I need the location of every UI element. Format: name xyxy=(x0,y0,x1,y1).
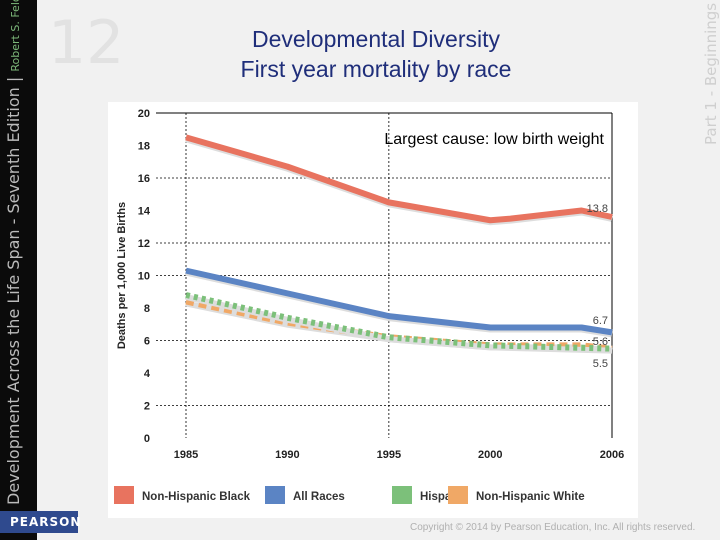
legend-label: All Races xyxy=(293,491,345,503)
chart-panel: 0 2 4 6 8 10 12 14 16 18 20 1985 1990 1995 2000 2006 Dea… xyxy=(108,102,638,518)
separator: | xyxy=(4,76,23,83)
end-value-label: 5.5 xyxy=(593,358,608,370)
x-tick-label: 1990 xyxy=(275,449,299,461)
title-line-1: Developmental Diversity xyxy=(252,26,500,52)
legend-swatch xyxy=(265,486,285,504)
series-line-non-hispanic-white xyxy=(185,298,613,352)
y-axis-label: Deaths per 1,000 Live Births xyxy=(116,202,128,349)
legend-label: Non-Hispanic White xyxy=(476,491,585,503)
x-tick-label: 2000 xyxy=(478,449,502,461)
line-chart: 0 2 4 6 8 10 12 14 16 18 20 1985 1990 1995 2000 2006 Dea… xyxy=(114,108,624,504)
title-line-2: First year mortality by race xyxy=(240,56,512,82)
x-tick-label: 2006 xyxy=(600,449,624,461)
y-tick-label: 14 xyxy=(138,206,151,218)
end-value-label: 13.8 xyxy=(587,203,608,215)
slide-title: Developmental Diversity First year morta… xyxy=(160,24,592,84)
x-tick-label: 1995 xyxy=(377,449,401,461)
y-tick-label: 8 xyxy=(144,303,150,315)
copyright: Copyright © 2014 by Pearson Education, I… xyxy=(410,522,696,533)
y-tick-label: 12 xyxy=(138,238,150,250)
y-tick-label: 18 xyxy=(138,141,150,153)
y-tick-label: 2 xyxy=(144,401,150,413)
book-title: Development Across the Life Span - Seven… xyxy=(4,0,23,505)
series-shadow xyxy=(185,294,613,354)
sidebar: Development Across the Life Span - Seven… xyxy=(0,0,37,540)
series-line-non-hispanic-black xyxy=(185,134,613,224)
end-value-label: 6.7 xyxy=(593,315,608,327)
pearson-logo: PEARSON xyxy=(0,511,80,533)
legend-label: Non-Hispanic Black xyxy=(142,491,251,503)
legend-swatch xyxy=(448,486,468,504)
y-tick-label: 20 xyxy=(138,108,150,120)
legend-swatch xyxy=(114,486,134,504)
legend-swatch xyxy=(392,486,412,504)
y-tick-label: 4 xyxy=(144,368,151,380)
author: Robert S. Feldman xyxy=(9,0,22,72)
y-tick-label: 0 xyxy=(144,433,150,445)
annotation: Largest cause: low birth weight xyxy=(384,131,604,148)
series-shadow xyxy=(185,136,613,226)
part-label: Part 1 - Beginnings xyxy=(702,2,720,145)
end-value-label: 5.6 xyxy=(593,336,608,348)
background-number: 12 xyxy=(48,8,125,78)
y-tick-label: 6 xyxy=(144,336,150,348)
series-line-all-races xyxy=(185,267,613,336)
y-tick-label: 10 xyxy=(138,271,150,283)
x-tick-label: 1985 xyxy=(174,449,198,461)
book-title-text: Development Across the Life Span - Seven… xyxy=(4,87,23,505)
y-tick-label: 16 xyxy=(138,173,150,185)
